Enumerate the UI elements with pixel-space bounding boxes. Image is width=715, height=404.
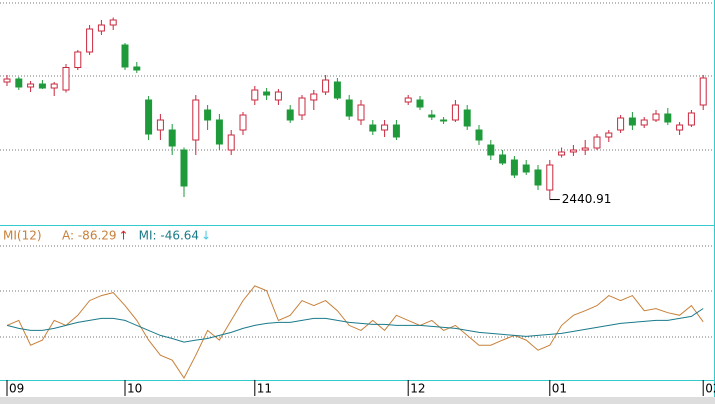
candle-body xyxy=(345,99,353,117)
candle-body xyxy=(298,97,306,116)
candle-body xyxy=(664,113,672,123)
candle-body xyxy=(27,83,35,88)
candle-body xyxy=(322,79,330,93)
candle-body xyxy=(215,119,223,145)
candle-body xyxy=(369,124,377,132)
low-label: 2440.91 xyxy=(562,192,612,206)
indicator-line xyxy=(6,285,704,379)
candle-body xyxy=(687,112,695,126)
x-tick-label: 01 xyxy=(552,382,567,396)
candle-body xyxy=(404,97,412,103)
candle-body xyxy=(628,117,636,126)
candle-body xyxy=(50,83,58,89)
candle-body xyxy=(192,99,200,141)
indicator-title: MI(12) xyxy=(3,229,42,243)
candle-body xyxy=(475,129,483,141)
candle-body xyxy=(227,134,235,151)
candle-body xyxy=(286,109,294,121)
candle-body xyxy=(204,109,212,121)
candle-body xyxy=(86,28,94,53)
candle-body xyxy=(97,24,105,32)
candle-body xyxy=(652,113,660,121)
candle-body xyxy=(62,67,70,91)
candle-body xyxy=(440,119,448,122)
candle-body xyxy=(109,19,117,26)
candle-body xyxy=(15,78,23,88)
x-tick-label: 11 xyxy=(257,382,272,396)
legend-entry: MI: -46.64 xyxy=(139,229,199,243)
candle-body xyxy=(392,124,400,138)
candle-body xyxy=(357,104,365,121)
candle-body xyxy=(333,81,341,99)
candle-body xyxy=(617,117,625,131)
legend-arrow: ↓ xyxy=(201,229,211,243)
candle-body xyxy=(522,164,530,173)
candle-body xyxy=(463,109,471,127)
x-tick-label: 09 xyxy=(9,382,24,396)
candle-body xyxy=(156,119,164,131)
candle-body xyxy=(546,164,554,191)
candle-body xyxy=(133,66,141,71)
candle-body xyxy=(605,132,613,138)
candle-body xyxy=(74,51,82,68)
candle-body xyxy=(239,114,247,131)
candle-body xyxy=(251,89,259,101)
candle-body xyxy=(534,169,542,186)
legend: MI(12) A: -86.29 ↑ MI: -46.64 ↓ xyxy=(3,229,211,243)
candle-body xyxy=(593,136,601,149)
scrollbar[interactable] xyxy=(0,397,715,404)
candle-body xyxy=(381,124,389,131)
x-tick-label: 12 xyxy=(410,382,425,396)
candle-body xyxy=(581,147,589,151)
legend-arrow: ↑ xyxy=(119,229,129,243)
candle-body xyxy=(428,114,436,118)
candle-body xyxy=(263,91,271,96)
candle-body xyxy=(451,104,459,121)
x-tick-label: 02 xyxy=(705,382,715,396)
candle-body xyxy=(558,151,566,156)
candle-body xyxy=(274,91,282,101)
legend-entry: A: -86.29 xyxy=(62,229,117,243)
candle-body xyxy=(168,129,176,147)
candle-body xyxy=(416,99,424,108)
candle-body xyxy=(640,119,648,126)
x-tick-label: 10 xyxy=(127,382,142,396)
candle-body xyxy=(180,149,188,187)
candle-body xyxy=(569,149,577,153)
indicator-line xyxy=(6,308,704,343)
candle-body xyxy=(121,44,129,68)
candle-body xyxy=(3,78,11,83)
candle-body xyxy=(676,124,684,131)
candle-body xyxy=(487,144,495,156)
candle-body xyxy=(510,159,518,176)
candle-body xyxy=(310,93,318,101)
candle-body xyxy=(145,99,153,135)
candle-body xyxy=(499,154,507,164)
candle-body xyxy=(38,83,46,89)
candle-body xyxy=(699,77,707,106)
